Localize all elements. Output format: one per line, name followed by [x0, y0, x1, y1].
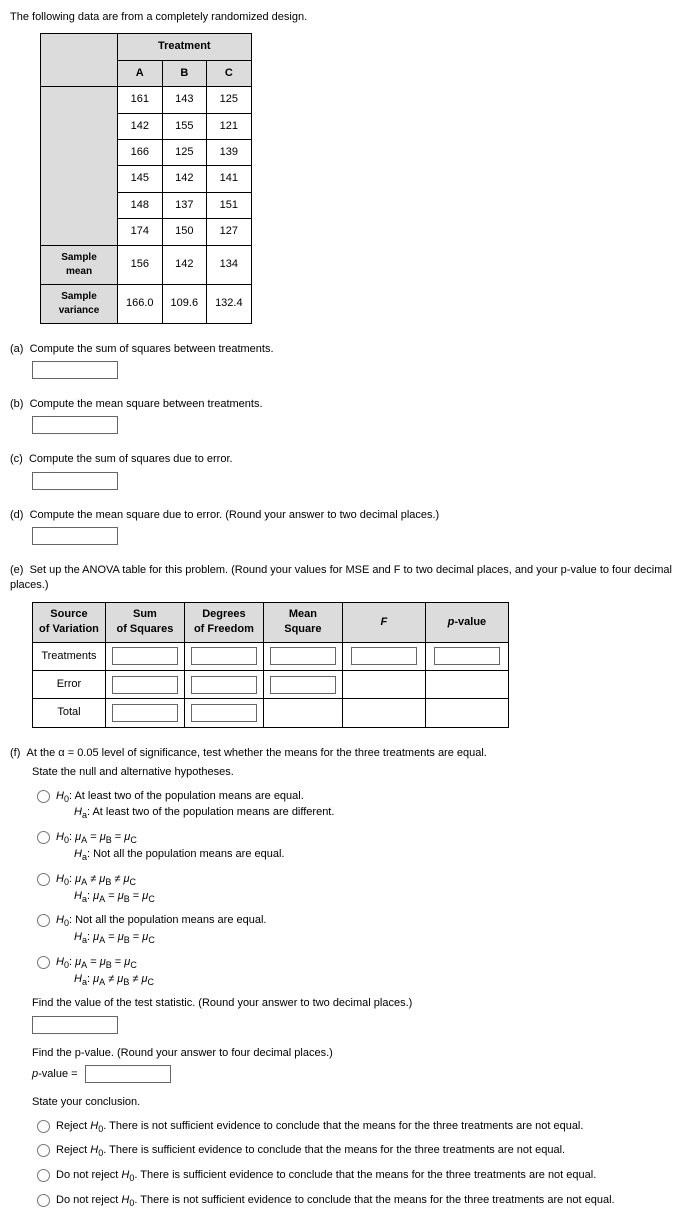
hyp2-h0: H0: μA = μB = μC — [56, 830, 285, 847]
hyp3-ha: Ha: μA = μB = μC — [74, 889, 155, 906]
data-cell: 151 — [207, 192, 252, 218]
treatment-header: Treatment — [118, 34, 252, 60]
find-stat-text: Find the value of the test statistic. (R… — [32, 996, 686, 1011]
sample-var-b: 109.6 — [162, 284, 207, 323]
hyp-radio-3[interactable] — [37, 873, 50, 886]
data-cell: 150 — [162, 219, 207, 245]
anova-row-treatments: Treatments — [33, 642, 106, 670]
anova-row-total: Total — [33, 699, 106, 727]
anova-h-source: Sourceof Variation — [33, 602, 106, 642]
state-hyp-text: State the null and alternative hypothese… — [32, 765, 686, 780]
hyp-radio-5[interactable] — [37, 956, 50, 969]
anova-h-f: F — [342, 602, 425, 642]
anova-treat-f-input[interactable] — [351, 647, 417, 665]
part-c-text: Compute the sum of squares due to error. — [29, 453, 233, 465]
anova-error-df-input[interactable] — [191, 676, 257, 694]
anova-error-ss-input[interactable] — [112, 676, 178, 694]
p-value-input[interactable] — [85, 1065, 171, 1083]
sample-var-label: Sample variance — [41, 284, 118, 323]
concl-1-text: Reject H0. There is not sufficient evide… — [56, 1119, 583, 1136]
anova-treat-ss-input[interactable] — [112, 647, 178, 665]
anova-h-p: p-value — [425, 602, 508, 642]
hyp-radio-1[interactable] — [37, 790, 50, 803]
anova-treat-ms-input[interactable] — [270, 647, 336, 665]
part-d-text: Compute the mean square due to error. (R… — [30, 509, 440, 521]
treatment-data-table: Treatment A B C 161 143 125 142 155 121 … — [40, 33, 252, 323]
answer-d-input[interactable] — [32, 527, 118, 545]
col-b: B — [162, 60, 207, 86]
anova-table: Sourceof Variation Sumof Squares Degrees… — [32, 602, 509, 728]
data-cell: 148 — [118, 192, 163, 218]
answer-a-input[interactable] — [32, 361, 118, 379]
concl-radio-4[interactable] — [37, 1194, 50, 1207]
hyp-radio-2[interactable] — [37, 831, 50, 844]
data-cell: 174 — [118, 219, 163, 245]
test-stat-input[interactable] — [32, 1016, 118, 1034]
intro-text: The following data are from a completely… — [10, 10, 686, 25]
answer-c-input[interactable] — [32, 472, 118, 490]
data-cell: 142 — [162, 166, 207, 192]
state-concl-text: State your conclusion. — [32, 1095, 686, 1110]
anova-row-error: Error — [33, 671, 106, 699]
hyp5-ha: Ha: μA ≠ μB ≠ μC — [74, 972, 154, 989]
data-cell: 142 — [118, 113, 163, 139]
data-cell: 155 — [162, 113, 207, 139]
data-cell: 121 — [207, 113, 252, 139]
anova-h-ms: MeanSquare — [263, 602, 342, 642]
anova-treat-p-input[interactable] — [434, 647, 500, 665]
sample-mean-b: 142 — [162, 245, 207, 284]
data-cell: 143 — [162, 87, 207, 113]
data-cell: 137 — [162, 192, 207, 218]
hyp1-h0: H0: At least two of the population means… — [56, 789, 334, 806]
sample-var-a: 166.0 — [118, 284, 163, 323]
hyp1-ha: Ha: At least two of the population means… — [74, 805, 334, 822]
concl-3-text: Do not reject H0. There is sufficient ev… — [56, 1168, 596, 1185]
col-c: C — [207, 60, 252, 86]
hyp3-h0: H0: μA ≠ μB ≠ μC — [56, 872, 155, 889]
part-a-text: Compute the sum of squares between treat… — [30, 343, 274, 355]
hyp4-h0: H0: Not all the population means are equ… — [56, 913, 267, 930]
part-b-text: Compute the mean square between treatmen… — [30, 398, 263, 410]
concl-4-text: Do not reject H0. There is not sufficien… — [56, 1193, 615, 1210]
anova-h-df: Degreesof Freedom — [184, 602, 263, 642]
anova-error-ms-input[interactable] — [270, 676, 336, 694]
anova-treat-df-input[interactable] — [191, 647, 257, 665]
sample-mean-c: 134 — [207, 245, 252, 284]
part-f-text: At the α = 0.05 level of significance, t… — [27, 747, 487, 759]
find-p-text: Find the p-value. (Round your answer to … — [32, 1046, 686, 1061]
hyp4-ha: Ha: μA = μB = μC — [74, 930, 267, 947]
data-cell: 125 — [162, 139, 207, 165]
sample-mean-a: 156 — [118, 245, 163, 284]
data-cell: 125 — [207, 87, 252, 113]
data-cell: 139 — [207, 139, 252, 165]
concl-radio-2[interactable] — [37, 1144, 50, 1157]
data-cell: 161 — [118, 87, 163, 113]
anova-h-ss: Sumof Squares — [105, 602, 184, 642]
anova-total-df-input[interactable] — [191, 704, 257, 722]
data-cell: 145 — [118, 166, 163, 192]
data-cell: 127 — [207, 219, 252, 245]
anova-total-ss-input[interactable] — [112, 704, 178, 722]
hyp2-ha: Ha: Not all the population means are equ… — [74, 847, 285, 864]
sample-var-c: 132.4 — [207, 284, 252, 323]
data-cell: 166 — [118, 139, 163, 165]
sample-mean-label: Sample mean — [41, 245, 118, 284]
concl-2-text: Reject H0. There is sufficient evidence … — [56, 1143, 565, 1160]
concl-radio-3[interactable] — [37, 1169, 50, 1182]
col-a: A — [118, 60, 163, 86]
concl-radio-1[interactable] — [37, 1120, 50, 1133]
part-e-text: Set up the ANOVA table for this problem.… — [10, 564, 672, 591]
p-value-label: p-value = — [32, 1067, 78, 1082]
answer-b-input[interactable] — [32, 416, 118, 434]
hyp5-h0: H0: μA = μB = μC — [56, 955, 154, 972]
data-cell: 141 — [207, 166, 252, 192]
hyp-radio-4[interactable] — [37, 914, 50, 927]
